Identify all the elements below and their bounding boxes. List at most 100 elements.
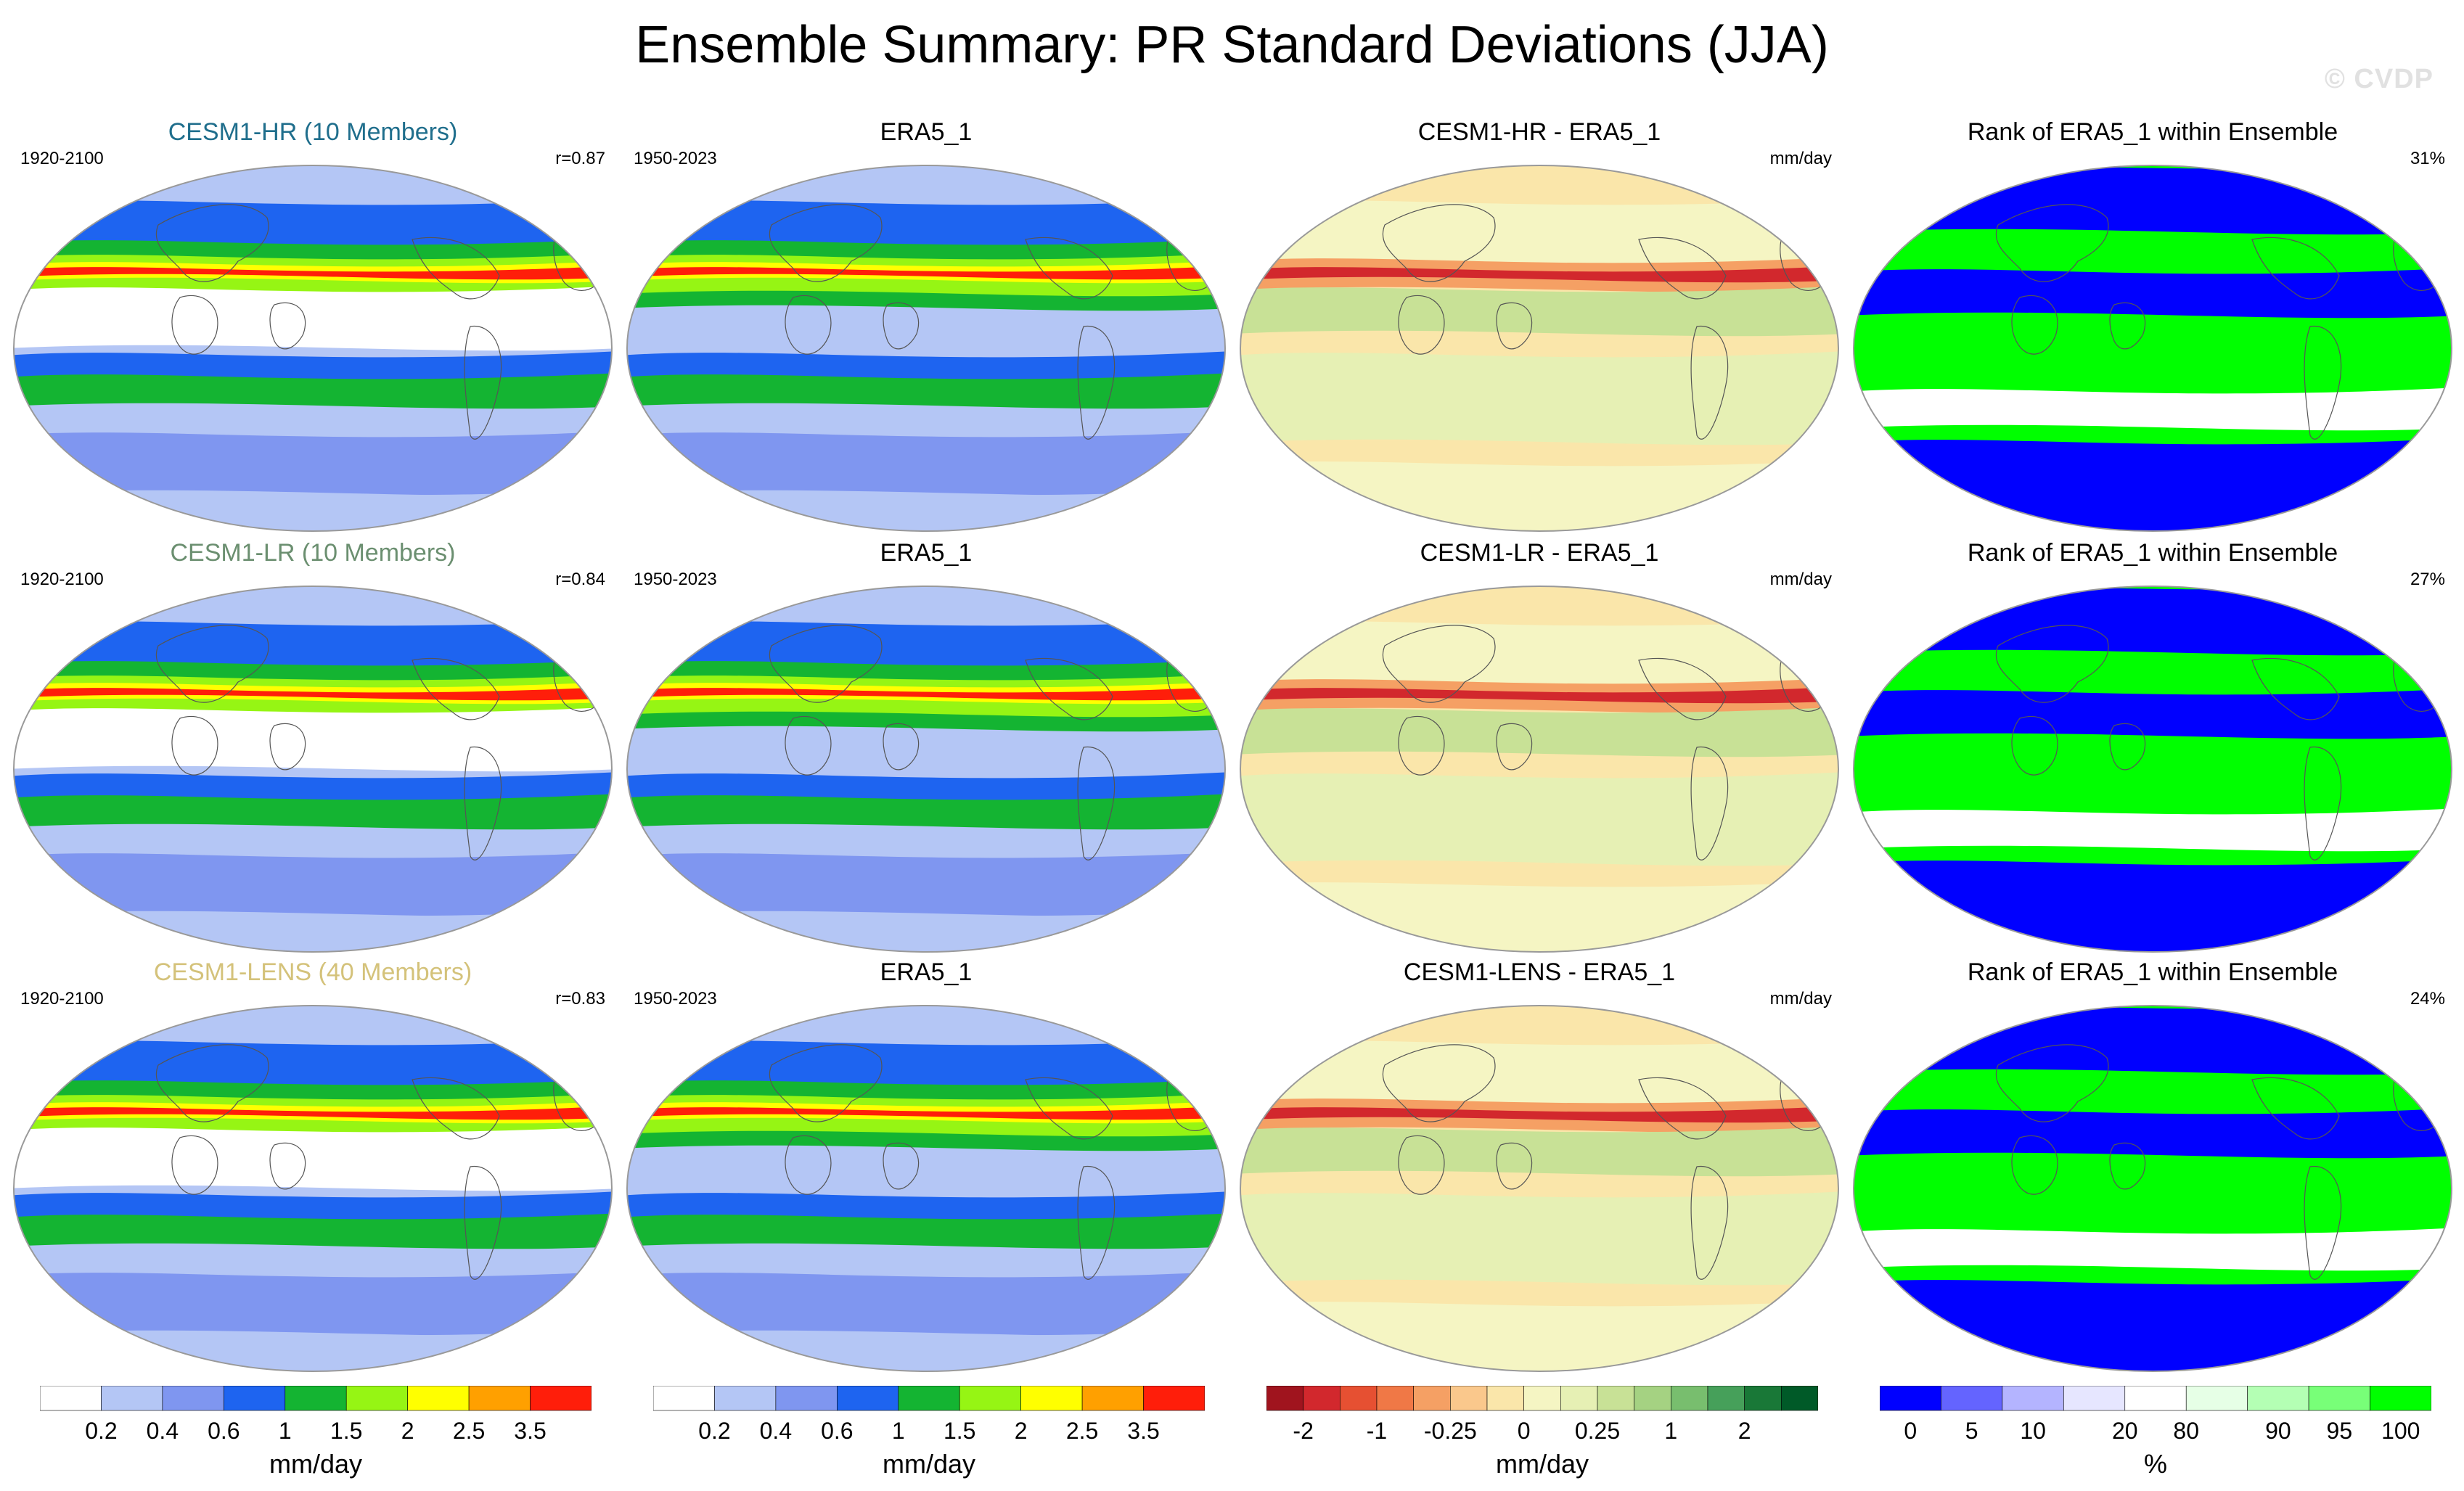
- colorbar-box: [1671, 1385, 1708, 1411]
- colorbar-box: [1020, 1385, 1083, 1411]
- panel-title: ERA5_1: [880, 958, 973, 986]
- colorbar-box: [468, 1385, 531, 1411]
- colorbar-box: [1744, 1385, 1782, 1411]
- map-diff-row-2: [1240, 586, 1839, 953]
- period-label: 1950-2023: [634, 149, 717, 168]
- panel-diff-row-1: CESM1-HR - ERA5_1 mm/day: [1232, 116, 1846, 532]
- colorbar-unit: %: [2143, 1449, 2167, 1479]
- colorbar-box: [2247, 1385, 2309, 1411]
- panel-obs-row-2: ERA5_1 1950-2023: [619, 537, 1233, 953]
- colorbar-box: [1523, 1385, 1561, 1411]
- map-diff-row-3: [1240, 1005, 1839, 1372]
- panel-model-row-1: CESM1-HR (10 Members) 1920-2100 r=0.87: [6, 116, 620, 532]
- map-obs-row-2: [626, 586, 1226, 953]
- panel-obs-row-1: ERA5_1 1950-2023: [619, 116, 1233, 532]
- colorbar-box: [1707, 1385, 1745, 1411]
- colorbar-box: [1413, 1385, 1451, 1411]
- colorbar-tick-label: 0: [1517, 1418, 1531, 1444]
- colorbar-model-std-boxes: [39, 1385, 592, 1411]
- colorbar-box: [2185, 1385, 2248, 1411]
- colorbar-box: [714, 1385, 777, 1411]
- colorbar-tick-label: 2: [1014, 1418, 1028, 1444]
- colorbar-box: [530, 1385, 592, 1411]
- colorbar-box: [1081, 1385, 1144, 1411]
- colorbar-tick-label: 90: [2265, 1418, 2291, 1444]
- panel-title: ERA5_1: [880, 539, 973, 567]
- period-label: 1950-2023: [634, 989, 717, 1009]
- colorbar-box: [2308, 1385, 2370, 1411]
- colorbar-box: [1340, 1385, 1378, 1411]
- colorbar-tick-label: 2.5: [452, 1418, 486, 1444]
- cvdp-watermark: © CVDP: [2324, 64, 2434, 94]
- colorbar-box: [2002, 1385, 2064, 1411]
- colorbar-unit: mm/day: [882, 1449, 976, 1479]
- colorbar-tick-label: 0.6: [208, 1418, 240, 1444]
- colorbar-tick-label: 80: [2173, 1418, 2200, 1444]
- colorbar-box: [1303, 1385, 1341, 1411]
- colorbar-box: [1376, 1385, 1414, 1411]
- units-label: mm/day: [1769, 149, 1832, 168]
- colorbar-box: [1941, 1385, 2003, 1411]
- panel-title: ERA5_1: [880, 118, 973, 146]
- panel-title: CESM1-LENS - ERA5_1: [1403, 958, 1676, 986]
- map-rank-row-1: [1853, 165, 2452, 532]
- colorbar-box: [837, 1385, 899, 1411]
- colorbar-box: [1781, 1385, 1819, 1411]
- colorbar-unit: mm/day: [1495, 1449, 1589, 1479]
- colorbar-tick-label: 1: [891, 1418, 905, 1444]
- colorbar-tick-label: 20: [2111, 1418, 2138, 1444]
- colorbar-box: [2063, 1385, 2126, 1411]
- panel-title: Rank of ERA5_1 within Ensemble: [1967, 958, 2338, 986]
- colorbar-box: [2124, 1385, 2187, 1411]
- panel-model-row-3: CESM1-LENS (40 Members) 1920-2100 r=0.83: [6, 956, 620, 1372]
- panel-rank-row-3: Rank of ERA5_1 within Ensemble 24%: [1846, 956, 2460, 1372]
- panel-diff-row-3: CESM1-LENS - ERA5_1 mm/day: [1232, 956, 1846, 1372]
- colorbar-box: [224, 1385, 286, 1411]
- colorbar-box: [2370, 1385, 2432, 1411]
- colorbar-tick-label: 1: [278, 1418, 292, 1444]
- colorbar-box: [652, 1385, 715, 1411]
- colorbar-box: [1450, 1385, 1488, 1411]
- colorbar-box: [39, 1385, 102, 1411]
- colorbar-tick-label: -2: [1293, 1418, 1314, 1444]
- pattern-correlation: r=0.87: [555, 149, 605, 168]
- period-label: 1950-2023: [634, 570, 717, 589]
- colorbar-tick-label: 0.2: [698, 1418, 731, 1444]
- colorbar-box: [101, 1385, 163, 1411]
- colorbar-obs-std-boxes: [652, 1385, 1206, 1411]
- panel-rank-row-1: Rank of ERA5_1 within Ensemble 31%: [1846, 116, 2460, 532]
- map-rank-row-3: [1853, 1005, 2452, 1372]
- colorbar-tick-label: 2: [401, 1418, 414, 1444]
- colorbar-tick-label: 0.2: [85, 1418, 118, 1444]
- panel-title: CESM1-LENS (40 Members): [153, 958, 472, 986]
- panel-title: CESM1-LR - ERA5_1: [1420, 539, 1659, 567]
- units-label: mm/day: [1769, 989, 1832, 1009]
- panel-diff-row-2: CESM1-LR - ERA5_1 mm/day: [1232, 537, 1846, 953]
- panel-title: Rank of ERA5_1 within Ensemble: [1967, 118, 2338, 146]
- colorbar-box: [1266, 1385, 1303, 1411]
- colorbar-tick-label: -0.25: [1423, 1418, 1477, 1444]
- pattern-correlation: r=0.83: [555, 989, 605, 1009]
- colorbar-tick-label: 2.5: [1065, 1418, 1099, 1444]
- panel-model-row-2: CESM1-LR (10 Members) 1920-2100 r=0.84: [6, 537, 620, 953]
- map-rank-row-2: [1853, 586, 2452, 953]
- colorbar-tick-label: 3.5: [514, 1418, 547, 1444]
- colorbar-tick-label: 10: [2020, 1418, 2046, 1444]
- map-model-row-2: [13, 586, 613, 953]
- pattern-correlation: r=0.84: [555, 570, 605, 589]
- colorbar-box: [407, 1385, 470, 1411]
- colorbar-box: [959, 1385, 1021, 1411]
- colorbar-box: [345, 1385, 408, 1411]
- page-title: Ensemble Summary: PR Standard Deviations…: [635, 16, 1829, 74]
- panel-title: CESM1-HR (10 Members): [168, 118, 458, 146]
- colorbar-box: [1879, 1385, 1941, 1411]
- map-obs-row-3: [626, 1005, 1226, 1372]
- colorbar-tick-label: 1: [1664, 1418, 1678, 1444]
- colorbar-box: [162, 1385, 224, 1411]
- colorbar-rank: % 0 5 10 20 80 90 95 100: [1879, 1385, 2432, 1480]
- period-label: 1920-2100: [20, 149, 104, 168]
- map-obs-row-1: [626, 165, 1226, 532]
- map-diff-row-1: [1240, 165, 1839, 532]
- colorbar-tick-label: 0: [1904, 1418, 1917, 1444]
- colorbar-rank-boxes: [1879, 1385, 2432, 1411]
